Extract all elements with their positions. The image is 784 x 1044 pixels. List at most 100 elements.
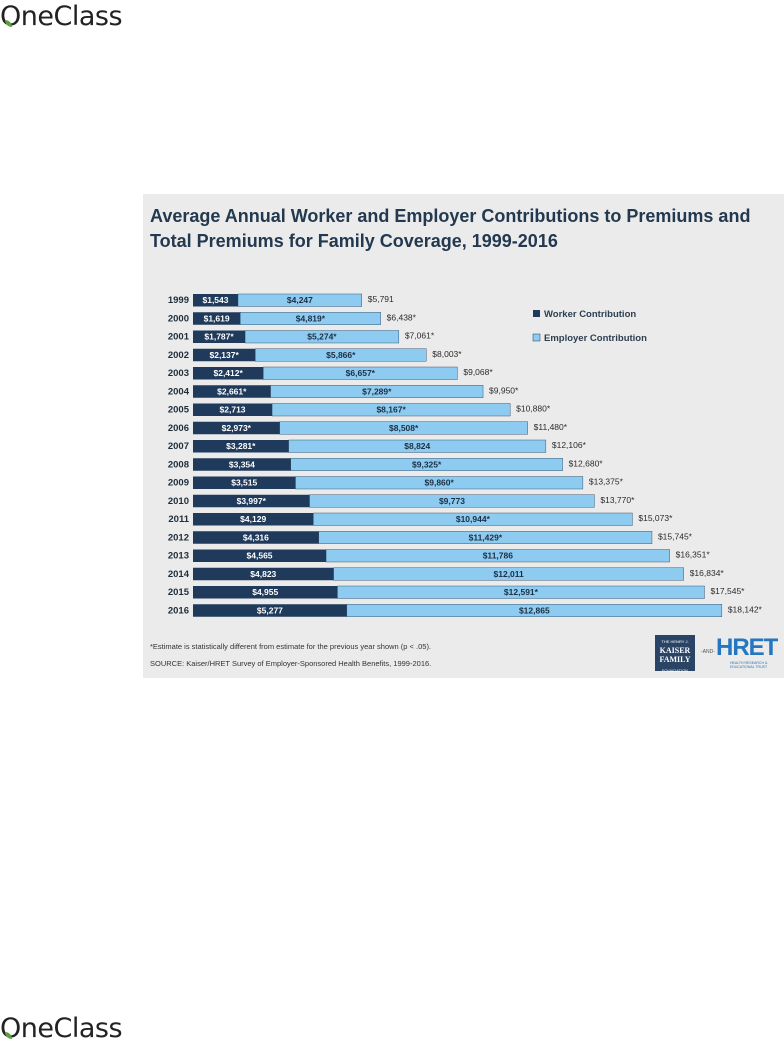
data-label-employer: $7,289* bbox=[362, 386, 392, 396]
data-label-employer: $9,860* bbox=[425, 478, 455, 488]
bar-employer bbox=[309, 494, 595, 508]
data-label-total: $16,834* bbox=[690, 568, 725, 578]
bar-employer bbox=[290, 458, 563, 471]
y-tick-label: 2016 bbox=[168, 605, 189, 616]
y-tick-label: 2013 bbox=[168, 551, 189, 562]
bar-worker bbox=[193, 604, 347, 617]
oneclass-logo-top: OneClass bbox=[0, 1, 123, 32]
data-label-worker: $4,316 bbox=[243, 532, 269, 542]
bar-employer bbox=[313, 512, 633, 526]
bar-employer bbox=[237, 293, 362, 307]
data-label-employer: $8,508* bbox=[389, 423, 419, 433]
data-label-worker: $3,515 bbox=[231, 478, 257, 488]
y-tick-label: 2014 bbox=[168, 569, 190, 580]
chart-source: SOURCE: Kaiser/HRET Survey of Employer-S… bbox=[150, 659, 432, 668]
data-label-total: $11,480* bbox=[534, 422, 568, 432]
data-label-worker: $4,129 bbox=[240, 514, 266, 524]
y-tick-label: 2015 bbox=[168, 587, 190, 598]
data-label-worker: $2,661* bbox=[217, 386, 247, 396]
y-tick-label: 2000 bbox=[168, 313, 189, 324]
brand-name: OneClass bbox=[0, 1, 123, 32]
data-label-worker: $3,354 bbox=[229, 459, 255, 469]
data-label-total: $5,791 bbox=[368, 294, 394, 304]
data-label-total: $10,880* bbox=[516, 404, 551, 414]
y-tick-label: 2007 bbox=[168, 441, 189, 452]
bar-worker bbox=[193, 294, 238, 307]
y-tick-label: 1999 bbox=[168, 295, 189, 306]
data-label-employer: $5,866* bbox=[326, 350, 356, 360]
data-label-worker: $1,543 bbox=[202, 295, 228, 305]
chart-footnote: *Estimate is statistically different fro… bbox=[150, 642, 432, 651]
bar-employer bbox=[255, 348, 427, 362]
bar-employer bbox=[333, 567, 684, 581]
bar-employer bbox=[244, 330, 400, 344]
chart-title: Average Annual Worker and Employer Contr… bbox=[150, 206, 751, 251]
data-label-employer: $4,819* bbox=[296, 313, 326, 323]
data-label-worker: $3,997* bbox=[237, 496, 267, 506]
data-label-worker: $2,713 bbox=[220, 405, 246, 415]
y-tick-label: 2011 bbox=[168, 514, 189, 525]
data-label-employer: $12,591* bbox=[504, 587, 539, 597]
bar-worker bbox=[193, 421, 280, 435]
data-label-employer: $11,786 bbox=[483, 551, 514, 561]
legend-swatch-worker bbox=[533, 310, 540, 317]
data-label-worker: $1,619 bbox=[204, 313, 230, 323]
data-label-employer: $9,325* bbox=[412, 459, 442, 469]
data-label-total: $18,142* bbox=[728, 604, 763, 614]
bar-employer bbox=[337, 585, 705, 599]
bar-employer bbox=[239, 312, 381, 325]
bar-worker bbox=[193, 330, 246, 343]
data-label-employer: $9,773 bbox=[439, 496, 465, 506]
bar-employer bbox=[318, 531, 653, 544]
data-label-employer: $12,011 bbox=[494, 569, 525, 579]
chart-figure: Average Annual Worker and Employer Contr… bbox=[143, 194, 784, 678]
data-label-total: $8,003* bbox=[432, 349, 462, 359]
bar-employer bbox=[288, 439, 547, 453]
data-label-worker: $4,823 bbox=[250, 569, 276, 579]
and-separator: -AND- bbox=[701, 649, 715, 655]
bar-employer bbox=[346, 604, 723, 617]
data-label-employer: $6,657* bbox=[346, 368, 376, 378]
data-label-employer: $8,167* bbox=[376, 405, 406, 415]
data-label-worker: $5,277 bbox=[257, 605, 283, 615]
bar-worker bbox=[193, 385, 271, 398]
data-label-worker: $4,565 bbox=[247, 551, 273, 561]
data-label-total: $6,438* bbox=[387, 312, 417, 322]
data-label-worker: $3,281* bbox=[226, 441, 256, 451]
bar-employer bbox=[271, 403, 511, 417]
y-tick-label: 2006 bbox=[168, 423, 189, 434]
kaiser-family-foundation-logo: THE HENRY J. KAISER FAMILY FOUNDATION bbox=[655, 635, 695, 673]
bar-employer bbox=[270, 385, 484, 398]
bar-worker bbox=[193, 458, 291, 471]
legend-label-employer: Employer Contribution bbox=[544, 333, 647, 344]
bar-worker bbox=[193, 494, 310, 508]
data-label-worker: $1,787* bbox=[204, 332, 234, 342]
legend-label-worker: Worker Contribution bbox=[544, 309, 636, 320]
bar-worker bbox=[193, 348, 256, 362]
data-label-total: $13,770* bbox=[600, 495, 635, 505]
data-label-total: $12,680* bbox=[569, 458, 604, 468]
y-tick-label: 2010 bbox=[168, 496, 189, 507]
bar-worker bbox=[193, 476, 296, 489]
data-label-total: $9,068* bbox=[463, 367, 493, 377]
bar-employer bbox=[295, 476, 584, 490]
data-label-total: $9,950* bbox=[489, 385, 519, 395]
bar-worker bbox=[193, 531, 319, 544]
legend-swatch-employer bbox=[532, 333, 541, 342]
data-label-employer: $4,247 bbox=[287, 295, 313, 305]
y-tick-label: 2003 bbox=[168, 368, 189, 379]
bar-worker bbox=[193, 567, 334, 581]
data-label-employer: $5,274* bbox=[307, 332, 337, 342]
brand-name: OneClass bbox=[0, 1013, 123, 1044]
data-label-employer: $10,944* bbox=[456, 514, 491, 524]
data-label-worker: $2,973* bbox=[222, 423, 252, 433]
data-label-employer: $12,865 bbox=[519, 605, 550, 615]
data-label-total: $13,375* bbox=[589, 477, 624, 487]
oneclass-logo-bottom: OneClass bbox=[0, 1013, 123, 1044]
data-label-worker: $2,412* bbox=[213, 368, 243, 378]
chart-plot: 1999 $1,543 $4,247 $5,791 2000 $1,619 $4,819* $… bbox=[168, 293, 763, 617]
y-tick-label: 2004 bbox=[168, 386, 190, 397]
y-tick-label: 2012 bbox=[168, 532, 189, 543]
y-tick-label: 2002 bbox=[168, 350, 189, 361]
bar-worker bbox=[193, 312, 241, 325]
